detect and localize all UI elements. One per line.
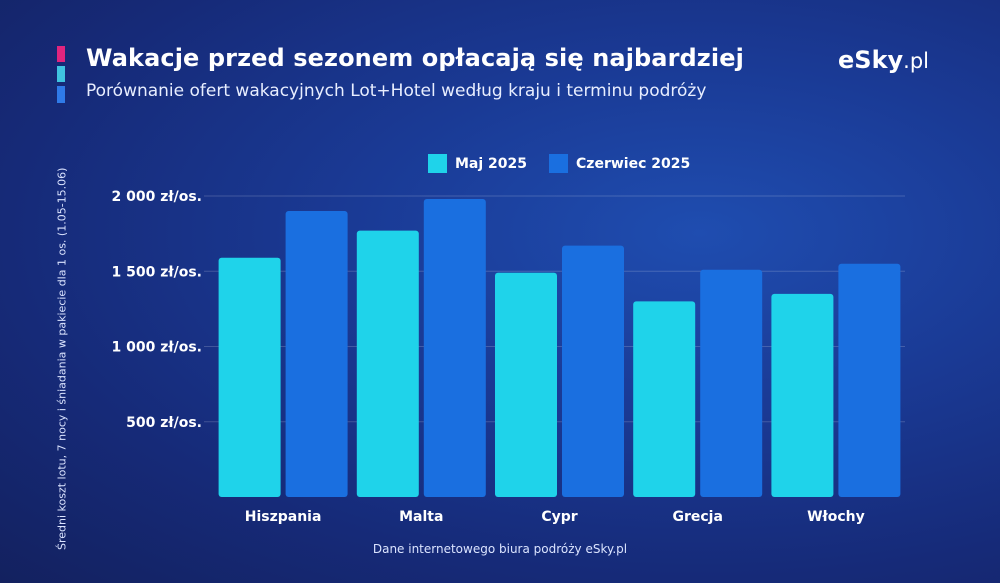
- legend-item-czerwiec: Czerwiec 2025: [549, 154, 690, 173]
- legend-swatch-maj: [428, 154, 447, 173]
- esky-logo: eSky.pl: [838, 46, 929, 74]
- y-tick-label-2000: 2 000 zł/os.: [112, 189, 202, 205]
- accent-bar-pink: [57, 46, 65, 62]
- legend-label-czerwiec: Czerwiec 2025: [576, 155, 691, 172]
- x-tick-label-grecja: Grecja: [672, 509, 722, 525]
- bar-wlochy-czerwiec-2025: [838, 263, 901, 497]
- bar-malta-maj-2025: [356, 230, 419, 498]
- logo-suffix-text: .pl: [903, 49, 930, 73]
- chart-title: Wakacje przed sezonem opłacają się najba…: [86, 44, 744, 72]
- legend-item-maj: Maj 2025: [428, 154, 527, 173]
- legend-label-maj: Maj 2025: [455, 155, 528, 172]
- y-tick-label-1500: 1 500 zł/os.: [112, 264, 202, 280]
- bar-cypr-maj-2025: [495, 272, 557, 497]
- accent-bar-cyan: [57, 66, 65, 82]
- bar-hiszpania-czerwiec-2025: [285, 211, 348, 498]
- accent-bar-blue: [57, 86, 65, 103]
- y-tick-label-1000: 1 000 zł/os.: [112, 340, 202, 356]
- chart-legend: Maj 2025 Czerwiec 2025: [428, 154, 690, 173]
- x-tick-label-malta: Malta: [399, 509, 443, 525]
- bar-grecja-czerwiec-2025: [700, 269, 763, 497]
- legend-swatch-czerwiec: [549, 154, 569, 173]
- x-tick-label-cypr: Cypr: [541, 509, 577, 525]
- bar-wlochy-maj-2025: [771, 293, 834, 497]
- source-note: Dane internetowego biura podróży eSky.pl: [372, 542, 628, 556]
- logo-main-text: eSky: [838, 46, 904, 74]
- bar-cypr-czerwiec-2025: [562, 245, 624, 497]
- y-tick-label-500: 500 zł/os.: [126, 415, 202, 431]
- bar-hiszpania-maj-2025: [218, 257, 281, 497]
- bar-grecja-maj-2025: [633, 301, 696, 497]
- x-tick-label-wlochy: Włochy: [807, 509, 865, 525]
- bar-malta-czerwiec-2025: [423, 199, 486, 497]
- x-tick-label-hiszpania: Hiszpania: [245, 509, 322, 525]
- chart-subtitle: Porównanie ofert wakacyjnych Lot+Hotel w…: [86, 81, 707, 101]
